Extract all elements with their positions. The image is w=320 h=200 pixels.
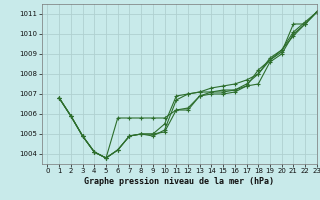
X-axis label: Graphe pression niveau de la mer (hPa): Graphe pression niveau de la mer (hPa) [84,177,274,186]
